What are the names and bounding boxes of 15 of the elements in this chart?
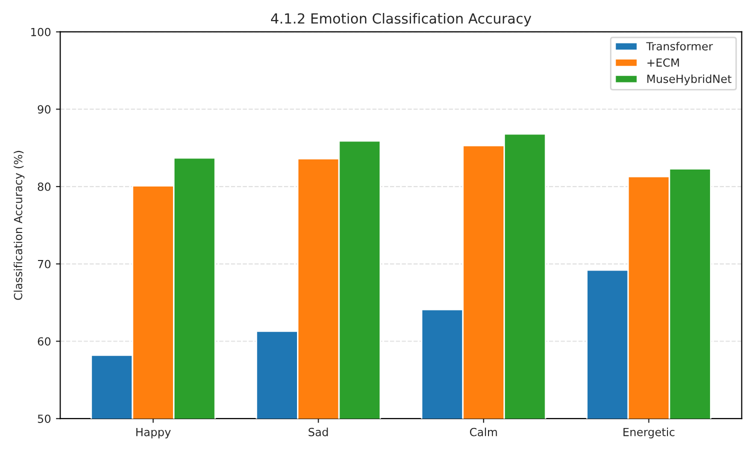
legend-label: Transformer xyxy=(646,42,713,50)
chart-title: 4.1.2 Emotion Classification Accuracy xyxy=(271,12,532,26)
y-tick-label: 90 xyxy=(38,105,50,114)
x-tick-label: Happy xyxy=(136,428,171,438)
x-tick-label: Calm xyxy=(470,428,497,436)
y-axis-title: Classification Accuracy (%) xyxy=(14,150,24,300)
y-tick-label: 60 xyxy=(38,337,50,346)
legend-label: +ECM xyxy=(647,58,679,67)
x-tick-label: Sad xyxy=(308,428,328,436)
legend-label: MuseHybridNet xyxy=(647,74,732,86)
y-tick-label: 80 xyxy=(38,182,50,191)
y-tick-label: 70 xyxy=(38,260,50,268)
x-tick-label: Energetic xyxy=(624,428,674,438)
y-tick-label: 100 xyxy=(31,28,50,36)
y-tick-label: 50 xyxy=(38,414,50,423)
